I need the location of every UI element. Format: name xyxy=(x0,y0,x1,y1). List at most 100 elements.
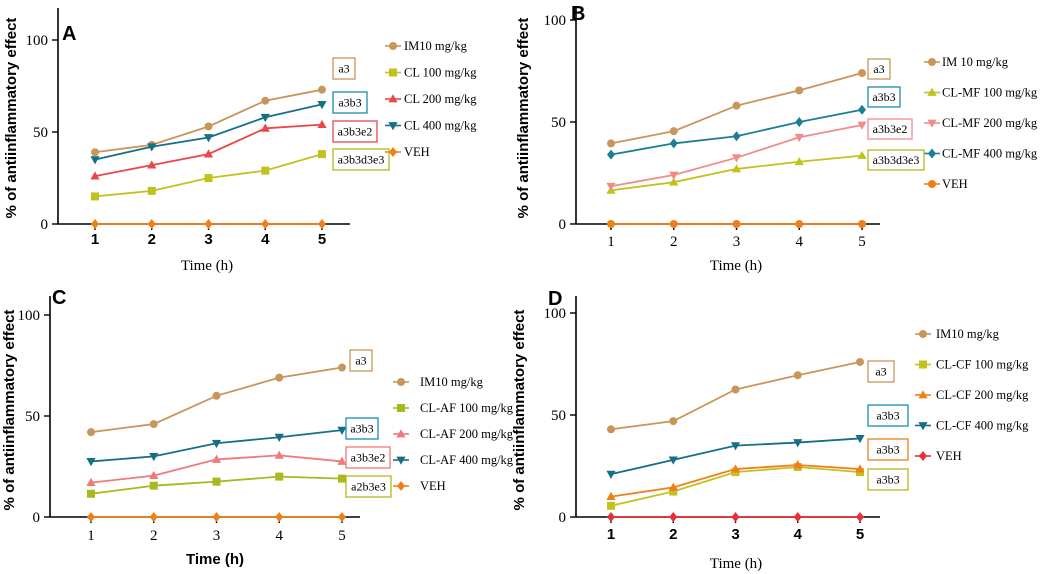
data-point xyxy=(87,512,95,522)
data-point xyxy=(856,357,864,366)
data-point xyxy=(730,464,741,473)
data-point xyxy=(858,69,866,78)
legend-marker xyxy=(397,404,405,412)
annotation-box xyxy=(345,446,391,469)
data-point xyxy=(668,456,678,465)
annotation-label: a3 xyxy=(355,354,366,368)
annotation-label: a3b3d3e3 xyxy=(873,153,920,167)
annotation-box xyxy=(345,417,379,440)
x-tick-label: 5 xyxy=(858,234,866,250)
legend-marker xyxy=(928,180,936,188)
legend-marker xyxy=(918,390,928,399)
y-tick-label: 100 xyxy=(18,308,41,324)
data-point xyxy=(793,371,802,380)
data-point xyxy=(669,487,678,496)
data-point xyxy=(607,220,615,228)
panel-letter: A xyxy=(62,23,76,45)
data-point xyxy=(149,512,158,522)
data-point xyxy=(337,456,347,465)
panel-b: B 0 50 100 1 2 3 4 5 Time (h) % of antiinflammator… xyxy=(515,3,1038,274)
series-2 xyxy=(91,150,326,201)
x-tick-label: 2 xyxy=(669,526,677,543)
data-point xyxy=(317,101,327,110)
data-point xyxy=(90,171,100,180)
data-point xyxy=(91,192,99,201)
legend-label: CL-AF 400 mg/kg xyxy=(420,453,514,467)
y-axis-label: % of antiinflammatory effect xyxy=(511,310,528,511)
data-point xyxy=(793,460,803,469)
data-point xyxy=(260,113,270,123)
legend-marker xyxy=(389,42,397,50)
y-tick-label: 100 xyxy=(26,33,49,49)
y-tick-label: 0 xyxy=(559,217,567,233)
data-point xyxy=(274,433,284,443)
annotation-label: a3b3 xyxy=(350,422,373,436)
x-tick-label: 5 xyxy=(318,231,326,248)
data-point xyxy=(669,171,679,180)
series-5 xyxy=(87,512,346,522)
annotation-box xyxy=(867,360,895,383)
legend-label: IM 10 mg/kg xyxy=(942,55,1009,69)
legend-label: CL 100 mg/kg xyxy=(404,66,477,80)
x-tick-label: 4 xyxy=(794,526,803,543)
legend-label: CL-AF 200 mg/kg xyxy=(420,427,514,441)
legend-marker xyxy=(919,330,927,338)
annotation-box xyxy=(867,118,913,140)
annotation-label: a3b3d3e3 xyxy=(338,153,385,167)
data-point xyxy=(669,127,678,136)
x-axis-label: Time (h) xyxy=(181,258,233,274)
data-point xyxy=(795,117,804,127)
y-tick-label: 0 xyxy=(559,510,567,526)
y-tick-label: 50 xyxy=(25,409,40,425)
data-point xyxy=(731,385,740,394)
y-tick-label: 50 xyxy=(551,115,566,131)
panel-letter: C xyxy=(52,287,66,309)
series-3 xyxy=(86,450,347,487)
annotation-label: a3b3e2 xyxy=(351,451,386,465)
x-tick-label: 3 xyxy=(213,528,221,544)
data-point xyxy=(606,470,616,479)
annotation-box xyxy=(332,148,390,171)
data-point xyxy=(338,363,346,372)
panel-letter: B xyxy=(571,3,585,25)
data-point xyxy=(91,148,99,157)
legend-marker xyxy=(919,360,927,369)
legend-label: CL 400 mg/kg xyxy=(404,119,477,133)
legend-marker xyxy=(388,94,398,103)
data-point xyxy=(795,220,804,228)
data-point xyxy=(858,104,866,115)
data-point xyxy=(275,472,284,481)
data-point xyxy=(856,512,864,522)
data-point xyxy=(149,481,158,490)
x-tick-label: 3 xyxy=(204,231,212,248)
annotation-box xyxy=(867,86,901,108)
legend-label: CL-MF 400 mg/kg xyxy=(942,147,1038,161)
x-tick-label: 1 xyxy=(607,526,615,543)
data-point xyxy=(261,166,270,175)
legend-label: VEH xyxy=(936,449,962,463)
legend-marker xyxy=(928,148,936,159)
data-point xyxy=(731,154,742,163)
annotation-label: a3b3 xyxy=(876,409,899,423)
series-3 xyxy=(606,121,867,192)
data-point xyxy=(795,86,804,95)
data-point xyxy=(794,133,804,143)
data-point xyxy=(669,512,678,522)
data-point xyxy=(794,156,804,166)
data-point xyxy=(857,121,867,130)
legend-marker xyxy=(927,119,937,128)
legend-marker xyxy=(389,68,397,77)
panel-a: A 0 50 100 1 2 3 4 5 Time (h) % of antiinflammator… xyxy=(3,8,477,274)
annotation-label: a3 xyxy=(875,365,886,379)
y-tick-label: 0 xyxy=(41,217,49,233)
series-1 xyxy=(607,357,864,434)
x-tick-label: 1 xyxy=(91,231,99,248)
data-point xyxy=(211,454,222,463)
annotation-label: a3b3 xyxy=(338,96,361,110)
series-5 xyxy=(607,220,866,228)
x-axis-label: Time (h) xyxy=(186,551,244,568)
series-line xyxy=(610,361,861,431)
data-point xyxy=(212,391,221,400)
data-point xyxy=(275,373,284,382)
y-tick-label: 50 xyxy=(33,125,48,141)
